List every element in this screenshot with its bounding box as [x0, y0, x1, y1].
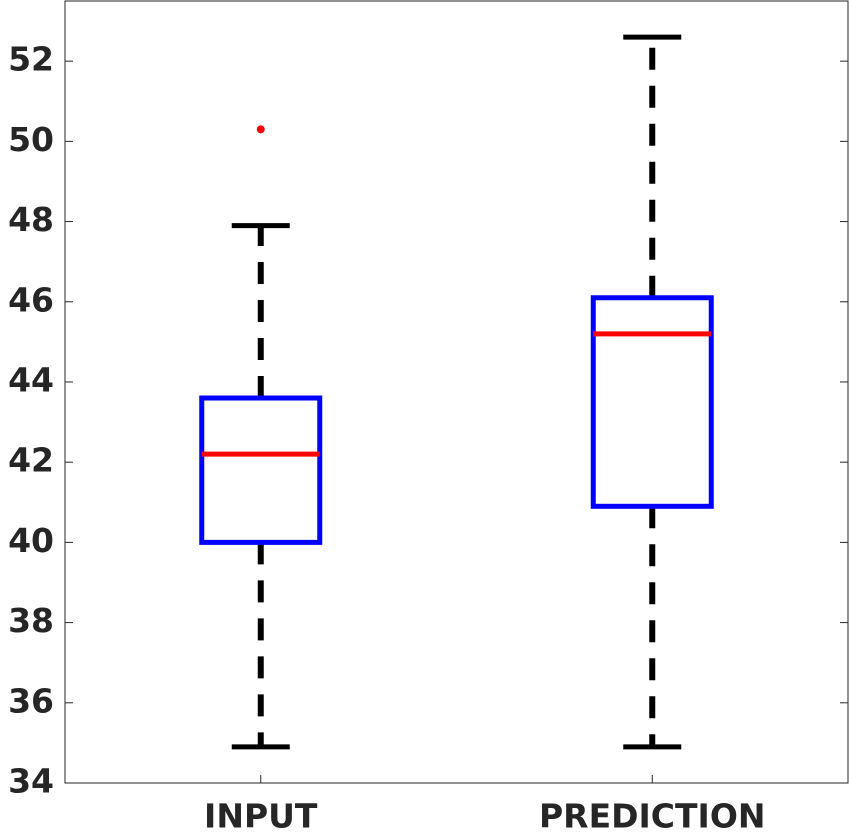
y-tick-label: 40 — [8, 521, 54, 560]
y-tick-label: 48 — [8, 200, 54, 239]
box — [199, 395, 323, 545]
x-tick-label: PREDICTION — [539, 797, 766, 833]
outlier — [256, 125, 265, 134]
y-tick-label: 42 — [8, 441, 54, 480]
y-tick-label: 44 — [8, 360, 54, 399]
y-tick-label: 46 — [8, 280, 54, 319]
plot-frame — [64, 0, 849, 784]
y-tick-label: 34 — [8, 762, 54, 801]
y-tick-label: 50 — [8, 120, 54, 159]
y-tick-label: 38 — [8, 601, 54, 640]
y-tick-label: 36 — [8, 681, 54, 720]
box — [590, 295, 714, 509]
y-tick-label: 52 — [8, 40, 54, 79]
x-tick-label: INPUT — [204, 797, 318, 833]
